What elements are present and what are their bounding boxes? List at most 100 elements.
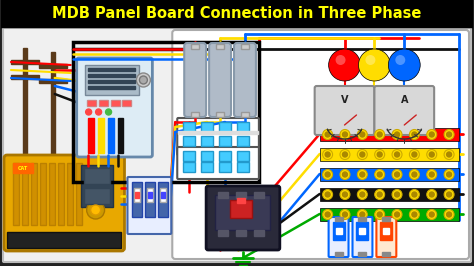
Circle shape xyxy=(358,49,391,81)
Circle shape xyxy=(325,132,330,137)
Circle shape xyxy=(340,210,350,219)
Bar xyxy=(219,122,231,132)
Circle shape xyxy=(377,132,382,137)
Bar xyxy=(183,151,195,161)
Bar xyxy=(219,162,231,172)
Circle shape xyxy=(357,130,367,139)
FancyBboxPatch shape xyxy=(315,86,374,135)
Bar xyxy=(76,163,82,225)
Circle shape xyxy=(412,172,417,177)
Text: CAT: CAT xyxy=(18,165,28,171)
Bar xyxy=(356,222,368,240)
Bar xyxy=(319,208,459,221)
Circle shape xyxy=(412,132,417,137)
Text: MDB Panel Board Connection in Three Phase: MDB Panel Board Connection in Three Phas… xyxy=(52,6,422,20)
Circle shape xyxy=(444,149,454,160)
Circle shape xyxy=(394,132,400,137)
Circle shape xyxy=(374,130,385,139)
Circle shape xyxy=(323,210,333,219)
Bar xyxy=(254,192,264,198)
Text: A: A xyxy=(401,95,408,105)
Bar xyxy=(51,52,55,162)
Bar xyxy=(336,228,342,234)
Bar xyxy=(147,188,154,202)
Circle shape xyxy=(394,152,400,157)
Bar xyxy=(11,60,39,64)
Circle shape xyxy=(357,149,367,160)
FancyBboxPatch shape xyxy=(234,43,256,117)
Bar xyxy=(383,217,391,221)
Bar xyxy=(136,192,139,198)
Bar xyxy=(135,188,140,202)
Bar xyxy=(241,112,249,117)
Bar xyxy=(122,100,131,106)
Bar xyxy=(335,217,343,221)
Circle shape xyxy=(392,210,402,219)
Bar xyxy=(358,252,366,256)
FancyBboxPatch shape xyxy=(77,58,152,157)
Circle shape xyxy=(444,130,454,139)
Bar xyxy=(85,65,139,95)
Bar xyxy=(319,128,459,141)
Circle shape xyxy=(429,212,434,217)
Circle shape xyxy=(447,132,452,137)
Bar xyxy=(7,232,121,248)
Circle shape xyxy=(392,169,402,180)
Circle shape xyxy=(410,130,419,139)
Bar xyxy=(216,44,224,49)
Circle shape xyxy=(374,210,385,219)
Circle shape xyxy=(360,212,365,217)
Circle shape xyxy=(336,55,346,65)
Bar xyxy=(237,122,249,132)
Circle shape xyxy=(325,152,330,157)
Circle shape xyxy=(87,201,105,219)
Circle shape xyxy=(377,192,382,197)
Bar xyxy=(383,228,389,234)
Bar xyxy=(183,136,195,146)
Bar xyxy=(191,44,199,49)
Circle shape xyxy=(139,76,147,84)
Bar xyxy=(87,100,96,106)
Bar xyxy=(13,163,33,173)
Bar xyxy=(13,163,19,225)
Circle shape xyxy=(374,169,385,180)
Circle shape xyxy=(444,169,454,180)
Bar xyxy=(230,200,252,218)
Bar xyxy=(98,118,104,153)
Bar xyxy=(359,228,365,234)
Bar xyxy=(183,122,195,132)
FancyBboxPatch shape xyxy=(128,177,171,234)
Bar xyxy=(39,79,67,83)
Circle shape xyxy=(323,169,333,180)
Circle shape xyxy=(340,149,350,160)
Circle shape xyxy=(360,132,365,137)
Bar xyxy=(218,192,228,198)
FancyBboxPatch shape xyxy=(328,217,348,257)
Circle shape xyxy=(427,189,437,200)
Bar xyxy=(219,151,231,161)
Circle shape xyxy=(447,152,452,157)
Bar xyxy=(111,101,118,105)
Circle shape xyxy=(374,149,385,160)
Circle shape xyxy=(412,152,417,157)
Circle shape xyxy=(429,132,434,137)
Bar xyxy=(31,163,37,225)
Bar xyxy=(236,192,246,198)
Bar xyxy=(148,192,152,198)
Circle shape xyxy=(427,210,437,219)
Bar xyxy=(383,252,391,256)
FancyBboxPatch shape xyxy=(3,28,471,262)
Bar xyxy=(237,151,249,161)
Bar xyxy=(23,48,27,163)
FancyBboxPatch shape xyxy=(376,217,396,257)
Circle shape xyxy=(343,172,347,177)
FancyBboxPatch shape xyxy=(206,186,280,250)
Circle shape xyxy=(392,130,402,139)
Bar xyxy=(49,163,55,225)
Circle shape xyxy=(96,109,101,115)
Circle shape xyxy=(427,130,437,139)
Bar xyxy=(81,165,112,207)
Bar xyxy=(335,252,343,256)
Circle shape xyxy=(444,210,454,219)
FancyBboxPatch shape xyxy=(177,118,259,155)
